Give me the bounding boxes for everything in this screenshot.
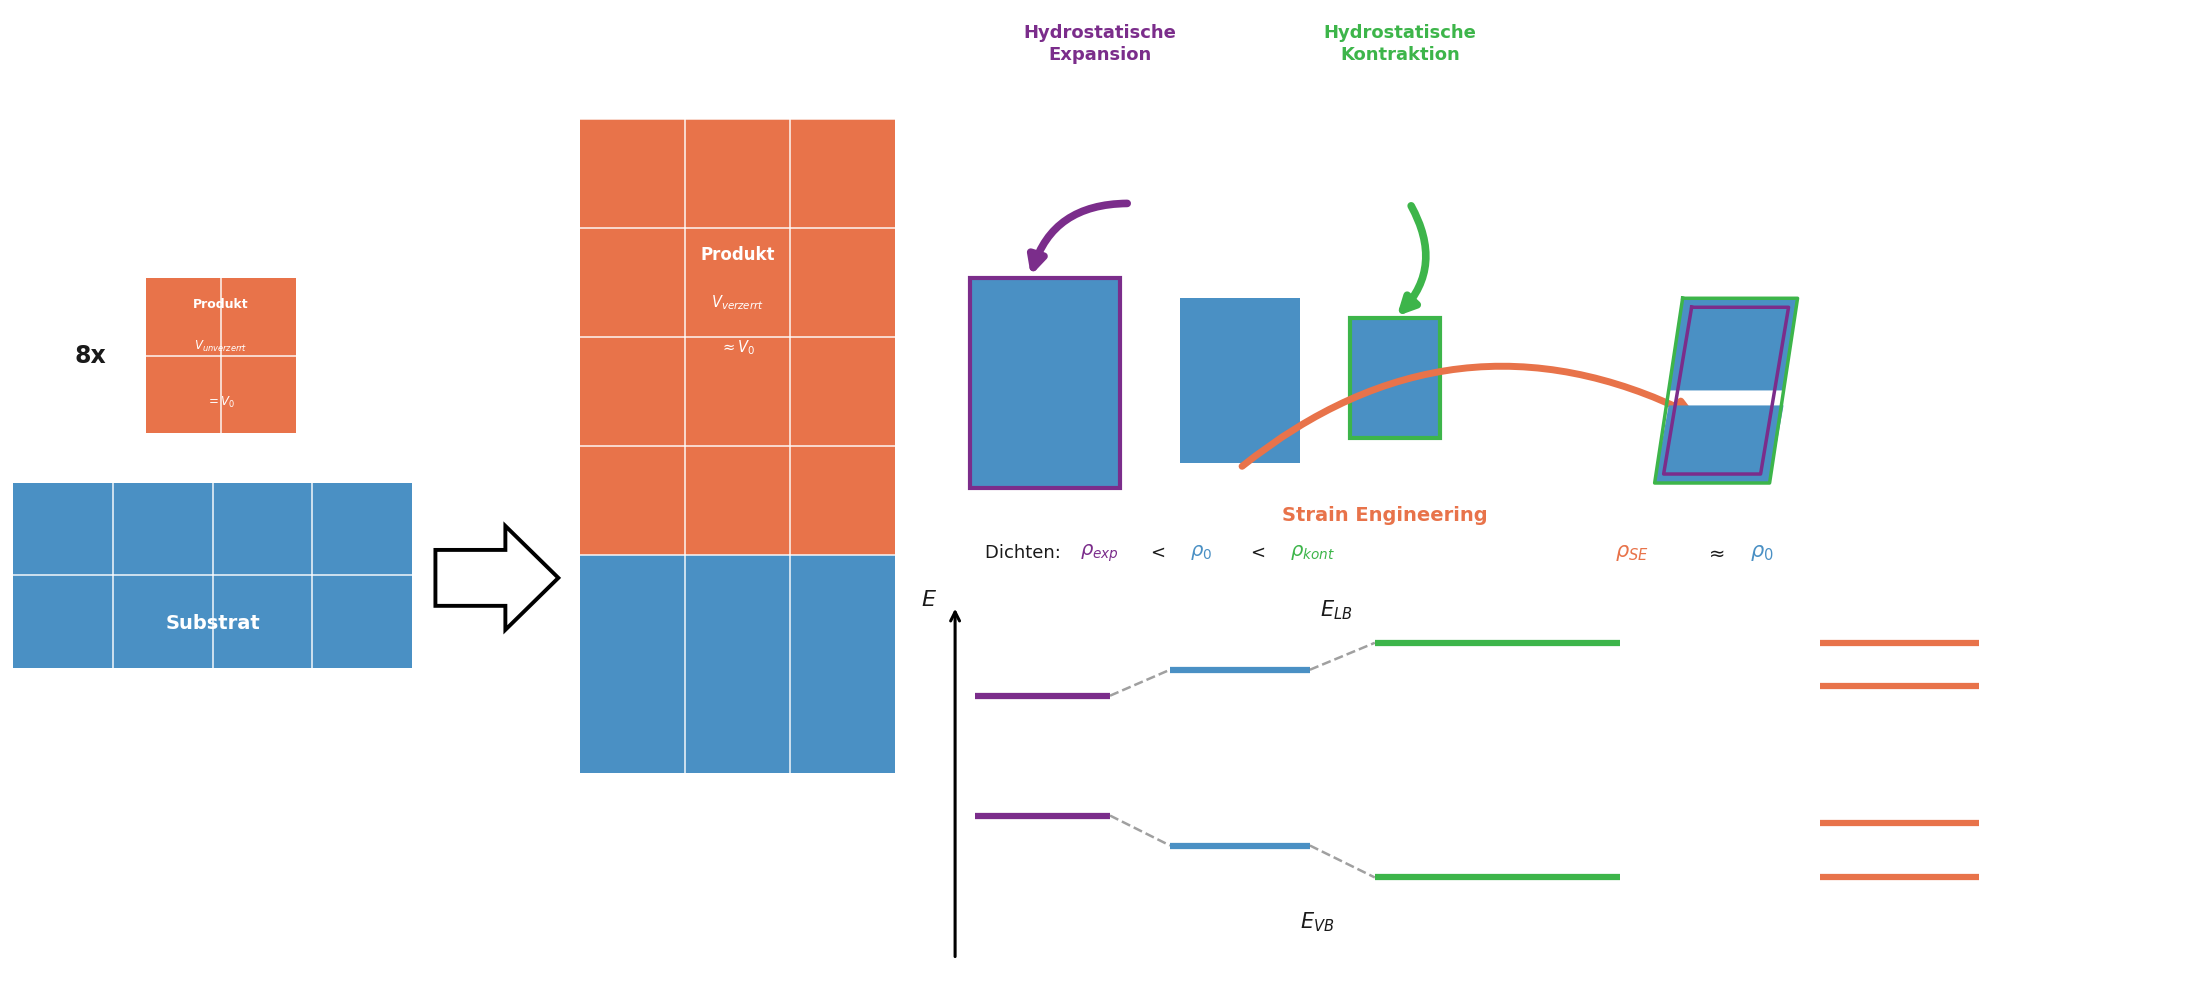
FancyBboxPatch shape — [1179, 298, 1300, 463]
Text: Hydrostatische
Expansion: Hydrostatische Expansion — [1023, 24, 1177, 64]
Text: $V_{verzerrt}$: $V_{verzerrt}$ — [711, 293, 763, 312]
Text: $ < $: $ < $ — [1247, 544, 1265, 562]
FancyBboxPatch shape — [581, 554, 895, 773]
Polygon shape — [436, 526, 559, 629]
Polygon shape — [1654, 405, 1784, 483]
Text: $\rho_0$: $\rho_0$ — [1749, 543, 1773, 563]
FancyBboxPatch shape — [581, 119, 895, 554]
Text: Produkt: Produkt — [700, 246, 774, 264]
Text: $\rho_{kont}$: $\rho_{kont}$ — [1289, 543, 1335, 562]
Text: E: E — [922, 590, 935, 610]
Text: Substrat: Substrat — [165, 614, 260, 632]
Text: Hydrostatische
Kontraktion: Hydrostatische Kontraktion — [1324, 24, 1476, 64]
Text: Strain Engineering: Strain Engineering — [1283, 507, 1487, 526]
Text: $V_{unverzerrt}$: $V_{unverzerrt}$ — [194, 339, 246, 354]
Text: $\approx V_0$: $\approx V_0$ — [719, 339, 755, 358]
Text: $\rho_{SE}$: $\rho_{SE}$ — [1615, 543, 1648, 563]
Text: $E_{LB}$: $E_{LB}$ — [1320, 598, 1353, 621]
Polygon shape — [1668, 298, 1797, 390]
FancyBboxPatch shape — [13, 483, 411, 668]
Text: Produkt: Produkt — [194, 298, 249, 311]
Text: 8x: 8x — [75, 344, 106, 368]
Text: $\approx$: $\approx$ — [1705, 543, 1725, 562]
Text: $= V_0$: $= V_0$ — [207, 394, 235, 410]
Text: $\rho_{exp}$: $\rho_{exp}$ — [1080, 542, 1120, 564]
FancyBboxPatch shape — [1351, 318, 1439, 438]
Text: $E_{VB}$: $E_{VB}$ — [1300, 911, 1333, 935]
Text: $ < $: $ < $ — [1146, 544, 1166, 562]
FancyBboxPatch shape — [970, 279, 1120, 488]
Text: $\rho_0$: $\rho_0$ — [1190, 543, 1212, 562]
Text: Dichten:: Dichten: — [986, 544, 1067, 562]
FancyBboxPatch shape — [145, 279, 295, 433]
